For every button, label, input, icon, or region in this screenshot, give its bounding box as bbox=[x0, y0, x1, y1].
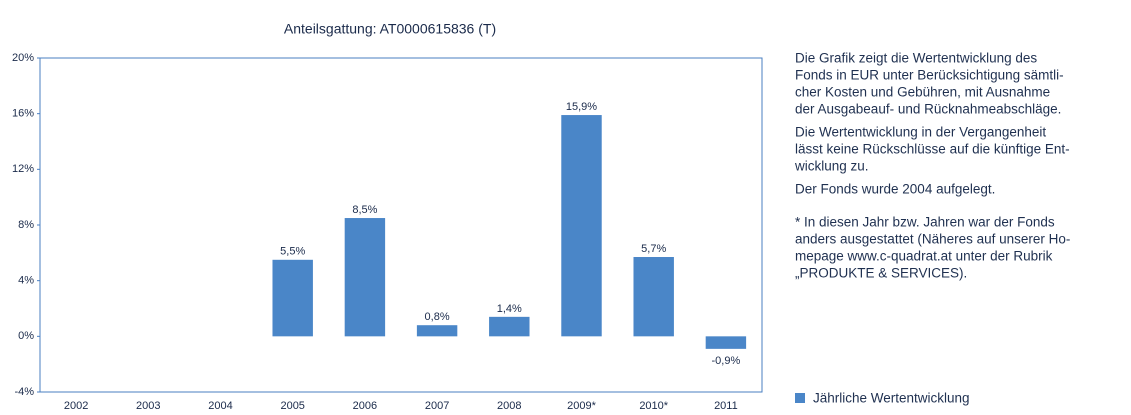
note-line: wicklung zu. bbox=[794, 159, 869, 174]
value-label: 1,4% bbox=[497, 303, 522, 315]
value-label: -0,9% bbox=[712, 355, 741, 367]
bar bbox=[705, 336, 747, 349]
legend-label: Jährliche Wertentwicklung bbox=[813, 391, 970, 406]
note-line: cher Kosten und Gebühren, mit Ausnahme bbox=[795, 85, 1050, 100]
note-line: lässt keine Rückschlüsse auf die künftig… bbox=[795, 142, 1070, 157]
x-tick-label: 2008 bbox=[497, 400, 521, 410]
value-label: 5,7% bbox=[641, 243, 666, 255]
y-tick-label: 12% bbox=[12, 163, 34, 175]
note-line: der Ausgabeauf- und Rücknahmeabschläge. bbox=[795, 102, 1061, 117]
x-tick-label: 2011 bbox=[714, 400, 738, 410]
note-line: Fonds in EUR unter Berücksichtigung sämt… bbox=[795, 68, 1064, 83]
y-tick-label: 16% bbox=[12, 108, 34, 120]
note-line: mepage www.c-quadrat.at unter der Rubrik bbox=[795, 249, 1053, 264]
value-label: 0,8% bbox=[425, 311, 450, 323]
bar bbox=[561, 115, 602, 337]
bar bbox=[489, 316, 530, 337]
x-tick-label: 2007 bbox=[425, 400, 449, 410]
x-tick-label: 2006 bbox=[353, 400, 377, 410]
value-label: 15,9% bbox=[566, 101, 597, 113]
value-label: 8,5% bbox=[352, 204, 377, 216]
plot-frame bbox=[39, 57, 763, 393]
y-tick-label: 4% bbox=[18, 275, 34, 287]
x-tick-label: 2009* bbox=[567, 400, 596, 410]
bar bbox=[272, 259, 313, 337]
note-line: Die Grafik zeigt die Wertentwicklung des bbox=[795, 51, 1037, 66]
note-line: anders ausgestattet (Näheres auf unserer… bbox=[795, 232, 1070, 247]
bar bbox=[416, 325, 458, 337]
y-tick-label: 8% bbox=[18, 219, 34, 231]
note-line: „PRODUKTE & SERVICES). bbox=[795, 266, 967, 281]
x-tick-label: 2005 bbox=[280, 400, 304, 410]
y-tick-label: 20% bbox=[12, 52, 34, 64]
y-tick-label: -4% bbox=[14, 386, 34, 398]
x-tick-label: 2010* bbox=[639, 400, 668, 410]
bar bbox=[344, 218, 386, 337]
bar bbox=[633, 257, 674, 337]
notes: Die Grafik zeigt die Wertentwicklung des… bbox=[794, 51, 1070, 406]
x-tick-label: 2004 bbox=[208, 400, 232, 410]
note-line: * In diesen Jahr bzw. Jahren war der Fon… bbox=[795, 215, 1055, 230]
legend-swatch bbox=[795, 393, 805, 403]
chart-title: Anteilsgattung: AT0000615836 (T) bbox=[284, 21, 496, 37]
x-tick-label: 2002 bbox=[64, 400, 88, 410]
x-tick-label: 2003 bbox=[136, 400, 160, 410]
note-line: Die Wertentwicklung in der Vergangenheit bbox=[795, 125, 1046, 140]
y-tick-label: 0% bbox=[18, 330, 34, 342]
note-line: Der Fonds wurde 2004 aufgelegt. bbox=[795, 182, 995, 197]
value-label: 5,5% bbox=[280, 246, 305, 258]
